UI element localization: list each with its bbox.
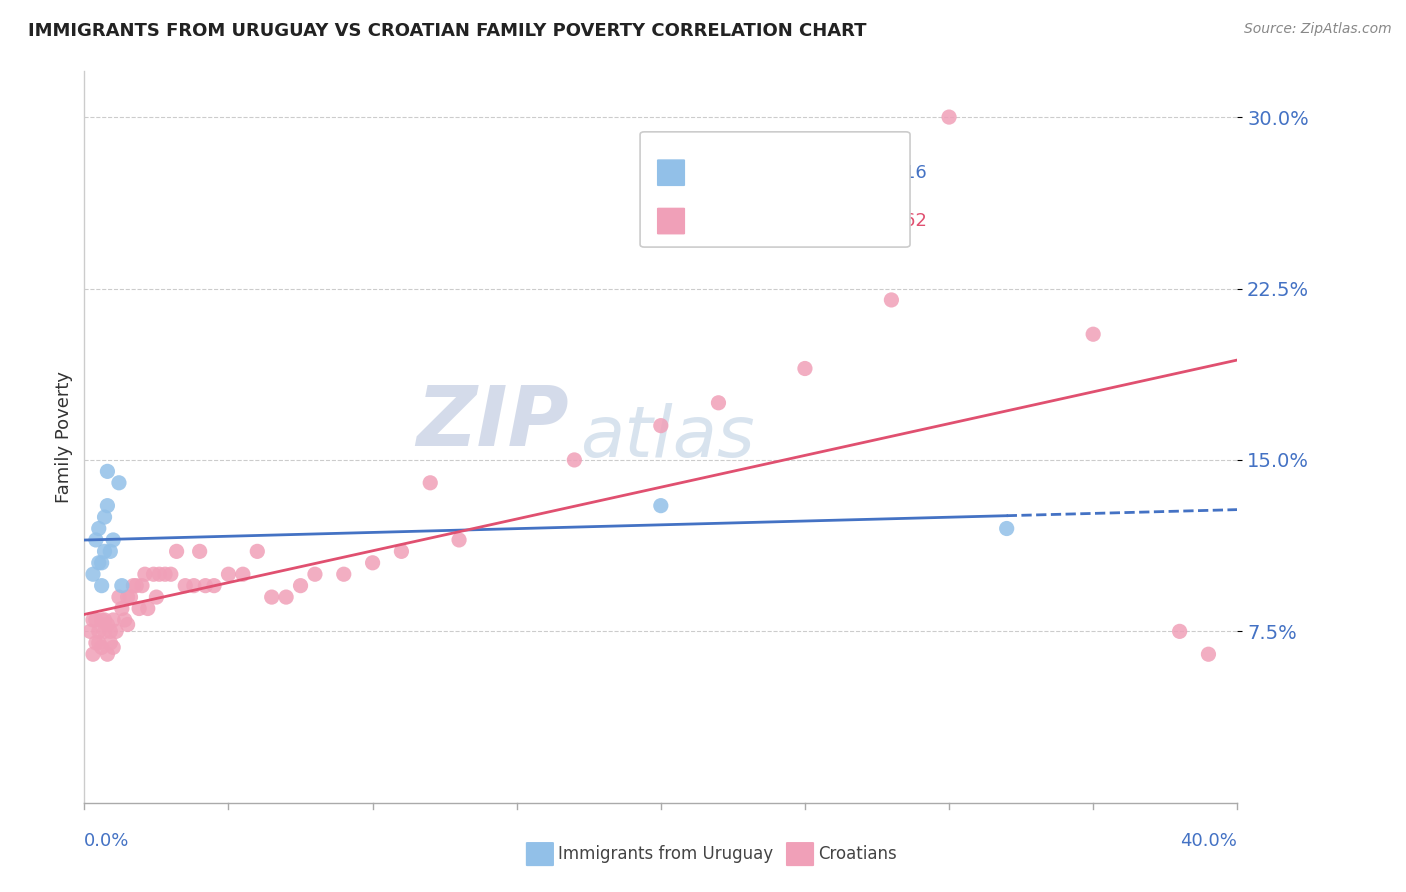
Point — [707, 396, 730, 410]
Point — [202, 579, 225, 593]
Point — [361, 556, 384, 570]
Point — [82, 567, 104, 582]
Point — [93, 510, 115, 524]
Point — [105, 624, 128, 639]
Point — [90, 556, 112, 570]
Point — [90, 613, 112, 627]
Text: ZIP: ZIP — [416, 382, 568, 463]
Point — [188, 544, 211, 558]
Point — [93, 613, 115, 627]
Text: N = 62: N = 62 — [863, 212, 927, 230]
Point — [98, 544, 121, 558]
Point — [142, 567, 165, 582]
Point — [1168, 624, 1191, 639]
Point — [419, 475, 441, 490]
Point — [232, 567, 254, 582]
Point — [145, 590, 167, 604]
Point — [333, 567, 356, 582]
Point — [128, 601, 150, 615]
Point — [87, 624, 110, 639]
Point — [96, 617, 118, 632]
Point — [108, 475, 131, 490]
Point — [148, 567, 170, 582]
Point — [160, 567, 183, 582]
Point — [82, 613, 104, 627]
Point — [564, 453, 586, 467]
Point — [304, 567, 326, 582]
Point — [260, 590, 283, 604]
Point — [84, 613, 107, 627]
Text: IMMIGRANTS FROM URUGUAY VS CROATIAN FAMILY POVERTY CORRELATION CHART: IMMIGRANTS FROM URUGUAY VS CROATIAN FAMI… — [28, 22, 866, 40]
Text: Source: ZipAtlas.com: Source: ZipAtlas.com — [1244, 22, 1392, 37]
Text: Croatians: Croatians — [818, 845, 897, 863]
Point — [84, 533, 107, 547]
Point — [98, 636, 121, 650]
Point — [246, 544, 269, 558]
Text: R =  0.122: R = 0.122 — [695, 164, 792, 182]
Point — [98, 624, 121, 639]
Point — [87, 521, 110, 535]
Text: Immigrants from Uruguay: Immigrants from Uruguay — [558, 845, 773, 863]
Point — [166, 544, 188, 558]
Point — [87, 636, 110, 650]
Point — [183, 579, 205, 593]
Point — [90, 640, 112, 655]
Point — [134, 567, 156, 582]
Point — [1083, 327, 1105, 342]
Point — [84, 636, 107, 650]
Text: N = 16: N = 16 — [863, 164, 927, 182]
Point — [650, 499, 672, 513]
Point — [96, 499, 118, 513]
Point — [79, 624, 101, 639]
Text: 40.0%: 40.0% — [1181, 832, 1237, 850]
Text: atlas: atlas — [581, 402, 755, 472]
Point — [93, 544, 115, 558]
Point — [131, 579, 153, 593]
Point — [103, 533, 124, 547]
Point — [136, 601, 159, 615]
Point — [995, 521, 1018, 535]
Point — [103, 613, 124, 627]
Point — [93, 624, 115, 639]
Point — [96, 464, 118, 478]
Y-axis label: Family Poverty: Family Poverty — [55, 371, 73, 503]
Point — [108, 590, 131, 604]
Point — [111, 579, 134, 593]
Point — [114, 613, 136, 627]
Point — [120, 590, 142, 604]
Point — [96, 647, 118, 661]
Point — [90, 579, 112, 593]
Point — [650, 418, 672, 433]
Point — [111, 601, 134, 615]
Point — [218, 567, 240, 582]
Point — [87, 556, 110, 570]
Text: 0.0%: 0.0% — [84, 832, 129, 850]
Point — [794, 361, 817, 376]
Point — [1198, 647, 1220, 661]
Point — [82, 647, 104, 661]
Point — [153, 567, 176, 582]
Point — [117, 590, 139, 604]
Point — [174, 579, 197, 593]
Point — [938, 110, 960, 124]
Point — [290, 579, 312, 593]
Point — [194, 579, 217, 593]
Point — [276, 590, 298, 604]
Text: R =  0.422: R = 0.422 — [695, 212, 792, 230]
Point — [391, 544, 413, 558]
Point — [880, 293, 903, 307]
Point — [449, 533, 471, 547]
Point — [117, 617, 139, 632]
Point — [122, 579, 145, 593]
Point — [125, 579, 148, 593]
Point — [103, 640, 124, 655]
